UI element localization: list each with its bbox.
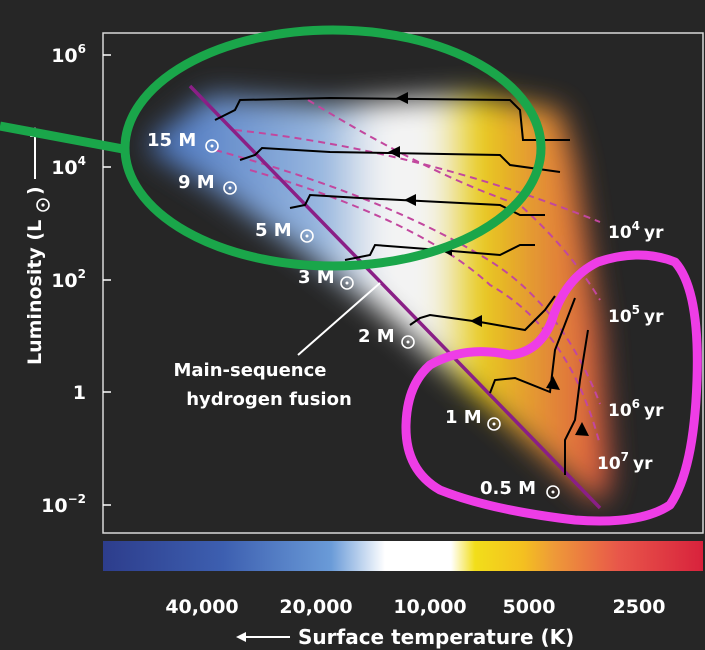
x-tick-label: 40,000: [165, 596, 238, 618]
annotation-green: [0, 25, 546, 271]
svg-text:3 M: 3 M: [298, 267, 335, 288]
solar-symbol: [36, 198, 50, 212]
mass-label-0_5: 0.5 M: [480, 478, 560, 499]
star-color-region: [150, 95, 610, 505]
svg-text:5 M: 5 M: [255, 220, 292, 241]
main-sequence-line: [188, 84, 602, 510]
x-axis-title: Surface temperature (K): [298, 625, 574, 649]
track-arrows: [388, 92, 589, 436]
mass-label-9: 9 M: [178, 172, 237, 195]
isochrone-1e4: [234, 129, 601, 223]
svg-text:9 M: 9 M: [178, 172, 215, 193]
y-tick-label: 1: [73, 382, 86, 404]
mass-label-5: 5 M: [255, 220, 314, 243]
mass-label-1: 1 M: [445, 407, 501, 431]
svg-text:Main-sequence: Main-sequence: [173, 360, 326, 381]
isochrone-1e7: [249, 169, 601, 446]
y-tick-labels: 106 104 102 1 10−2: [41, 42, 86, 517]
temperature-color-bar: [103, 541, 703, 571]
mass-labels: 15 M 9 M 5 M 3 M 2 M 1 M 0.5 M: [147, 130, 560, 499]
isochrone-1e5: [307, 99, 601, 301]
x-tick-label: 5000: [503, 596, 556, 618]
isochrone-1e6: [214, 149, 601, 405]
svg-text:2 M: 2 M: [358, 326, 395, 347]
y-tick-label: 106: [51, 42, 86, 67]
svg-text:15 M: 15 M: [147, 130, 196, 151]
track-1: [489, 297, 576, 394]
isochrone-label: 106 yr: [608, 397, 664, 421]
track-15: [214, 96, 570, 141]
y-tick-label: 102: [51, 267, 86, 292]
annotation-magenta-loop: [401, 250, 702, 526]
solar-symbol-dot: [41, 203, 45, 207]
x-tick-labels: 40,000 20,000 10,000 5000 2500: [165, 596, 665, 618]
y-axis-title: Luminosity (L: [24, 220, 46, 365]
track-9: [239, 146, 561, 173]
y-tick-label: 104: [51, 154, 86, 179]
svg-text:0.5 M: 0.5 M: [480, 478, 536, 499]
main-sequence-label: Main-sequence hydrogen fusion: [173, 360, 351, 410]
annotation-green-stroke: [0, 121, 129, 155]
track-5: [289, 193, 545, 216]
svg-text:1 M: 1 M: [445, 407, 482, 428]
x-tick-label: 10,000: [393, 596, 466, 618]
y-tick-label: 10−2: [41, 492, 86, 517]
main-sequence-pointer: [297, 282, 381, 356]
svg-text:): ): [24, 186, 46, 195]
isochrone-label: 105 yr: [608, 303, 664, 327]
x-axis-label: Surface temperature (K): [236, 625, 574, 649]
x-tick-label: 20,000: [279, 596, 352, 618]
isochrone-label: 104 yr: [608, 219, 664, 243]
mass-label-3: 3 M: [298, 267, 354, 290]
y-tick-marks: [103, 54, 111, 506]
isochrones: [214, 99, 601, 446]
isochrone-labels: 104 yr 105 yr 106 yr 107 yr: [597, 219, 664, 474]
mass-label-2: 2 M: [358, 326, 415, 349]
isochrone-label: 107 yr: [597, 450, 653, 474]
track-0_5: [564, 329, 589, 475]
mass-label-15: 15 M: [147, 130, 219, 153]
x-tick-label: 2500: [613, 596, 666, 618]
svg-text:hydrogen fusion: hydrogen fusion: [186, 389, 352, 410]
